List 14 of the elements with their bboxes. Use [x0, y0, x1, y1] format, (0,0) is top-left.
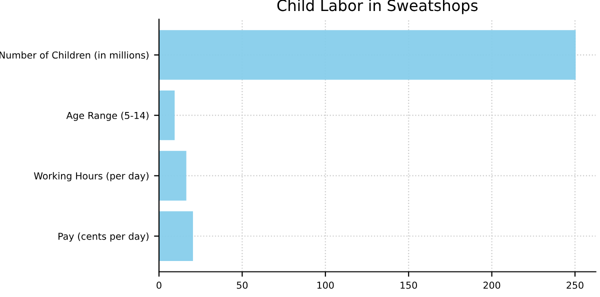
- bar: [159, 90, 175, 140]
- x-tick-label: 100: [317, 282, 334, 289]
- y-tick-label: Working Hours (per day): [34, 172, 148, 182]
- bar: [159, 211, 193, 261]
- x-tick-label: 200: [483, 282, 500, 289]
- bar: [159, 150, 186, 201]
- x-tick-label: 50: [236, 282, 248, 289]
- y-tick-label: Number of Children (in millions): [0, 51, 148, 60]
- y-tick-label: Pay (cents per day): [58, 232, 148, 242]
- bar: [159, 30, 576, 80]
- y-tick-label: Age Range (5-14): [66, 112, 148, 121]
- x-tick-label: 250: [566, 282, 584, 289]
- x-tick-label: 0: [156, 282, 162, 289]
- x-tick-label: 150: [400, 282, 417, 289]
